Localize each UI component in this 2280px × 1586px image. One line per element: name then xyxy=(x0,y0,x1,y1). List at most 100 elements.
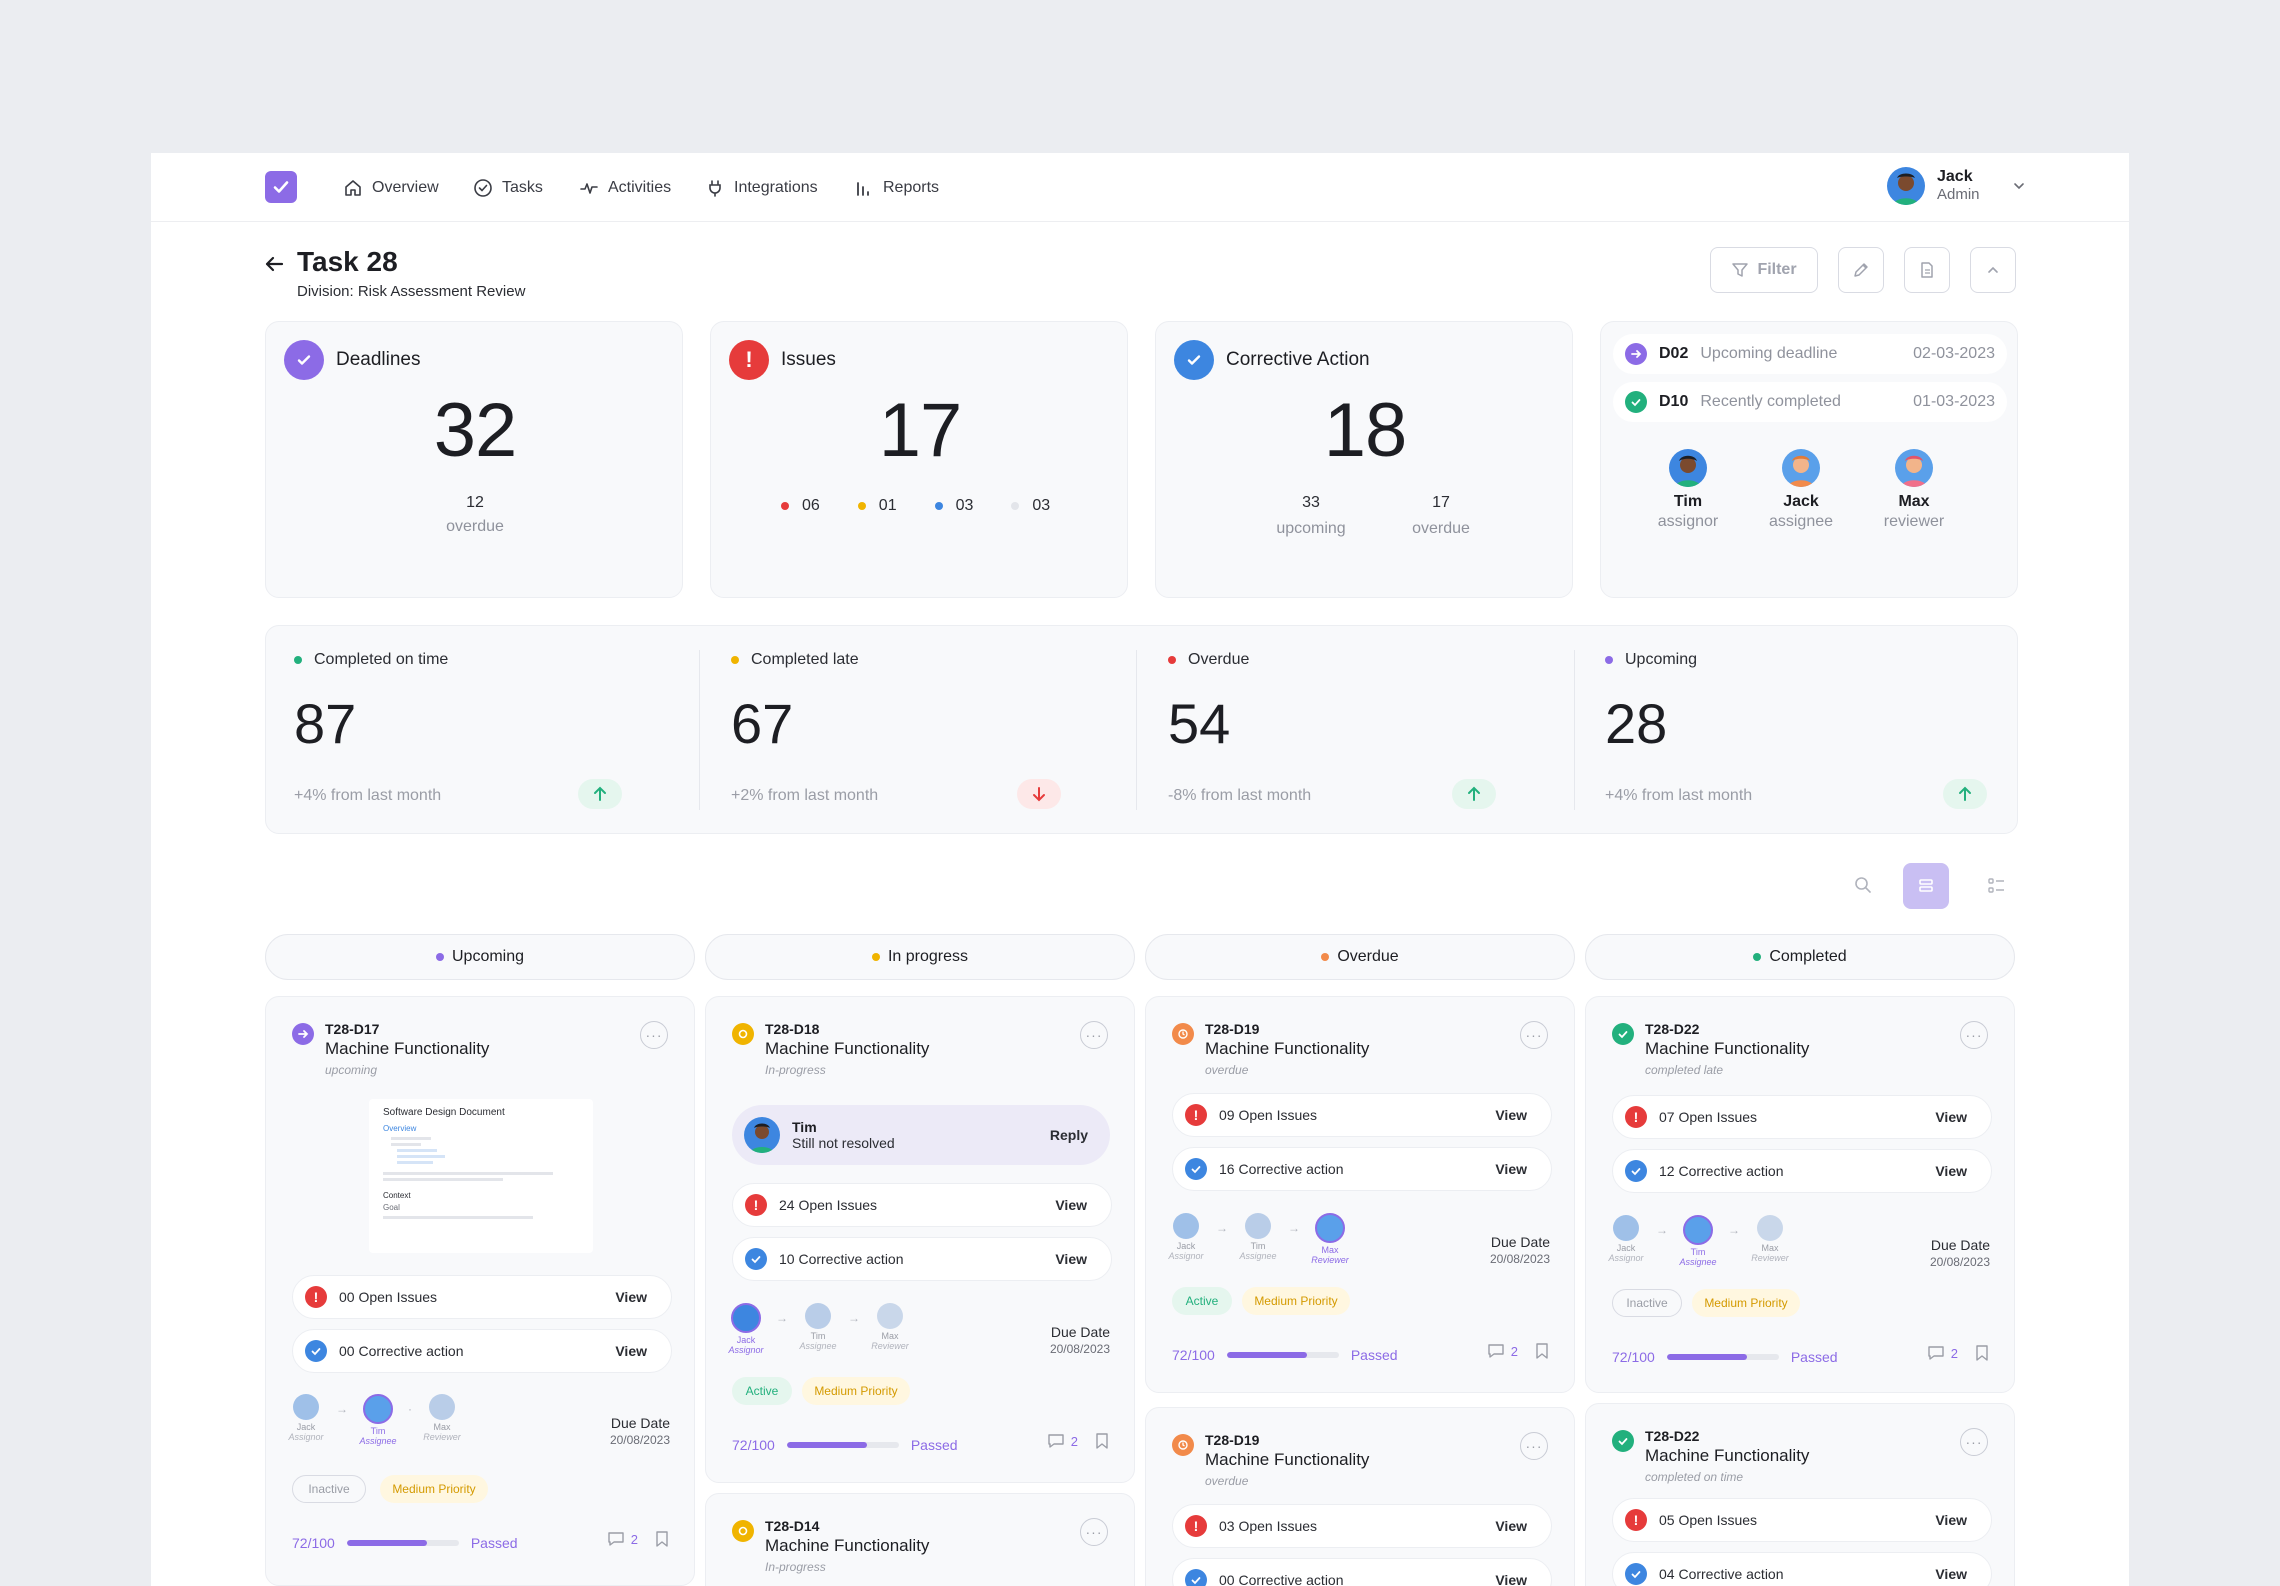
more-options-icon[interactable]: ··· xyxy=(1520,1021,1548,1049)
bookmark-icon[interactable] xyxy=(1534,1342,1550,1360)
view-button[interactable]: View xyxy=(1495,1518,1527,1534)
open-issues-row[interactable]: ! 09 Open Issues View xyxy=(1172,1093,1552,1137)
list-view-icon[interactable] xyxy=(1986,875,2008,897)
comments-button[interactable]: 2 xyxy=(1927,1344,1958,1362)
task-assignee[interactable]: Tim Assignee xyxy=(1236,1213,1280,1261)
task-card[interactable]: T28-D19 Machine Functionality overdue ··… xyxy=(1145,996,1575,1393)
stat-note: +4% from last month xyxy=(294,787,442,804)
person-role: Assignee xyxy=(799,1341,837,1351)
task-reviewer[interactable]: Max Reviewer xyxy=(1308,1213,1352,1265)
recently-completed-row[interactable]: D10 Recently completed 01-03-2023 xyxy=(1613,382,2007,422)
comments-button[interactable]: 2 xyxy=(1047,1432,1078,1450)
task-reviewer[interactable]: Max Reviewer xyxy=(1748,1215,1792,1263)
more-options-icon[interactable]: ··· xyxy=(1080,1518,1108,1546)
task-card[interactable]: T28-D14 Machine Functionality In-progres… xyxy=(705,1493,1135,1586)
nav-overview[interactable]: Overview xyxy=(343,174,439,202)
person-name: Jack xyxy=(1176,1241,1196,1251)
column-header-upcoming[interactable]: Upcoming xyxy=(265,934,695,980)
reply-button[interactable]: Reply xyxy=(1049,1127,1088,1143)
view-button[interactable]: View xyxy=(1935,1109,1967,1125)
person-assignor[interactable]: Tim assignor xyxy=(1653,449,1723,531)
person-reviewer[interactable]: Max reviewer xyxy=(1879,449,1949,531)
task-state: In-progress xyxy=(765,1560,826,1574)
person-assignee[interactable]: Jack assignee xyxy=(1766,449,1836,531)
task-card[interactable]: T28-D18 Machine Functionality In-progres… xyxy=(705,996,1135,1483)
corrective-action-row[interactable]: 10 Corrective action View xyxy=(732,1237,1112,1281)
view-button[interactable]: View xyxy=(615,1343,647,1359)
task-assignor[interactable]: Jack Assignor xyxy=(724,1303,768,1355)
bookmark-icon[interactable] xyxy=(654,1530,670,1548)
alert-icon: ! xyxy=(305,1286,327,1308)
task-assignor[interactable]: Jack Assignor xyxy=(284,1394,328,1442)
bookmark-icon[interactable] xyxy=(1094,1432,1110,1450)
task-assignee[interactable]: Tim Assignee xyxy=(356,1394,400,1446)
view-button[interactable]: View xyxy=(1935,1163,1967,1179)
edit-button[interactable] xyxy=(1838,247,1884,293)
more-options-icon[interactable]: ··· xyxy=(1520,1432,1548,1460)
view-button[interactable]: View xyxy=(615,1289,647,1305)
progress-value: 72/100 xyxy=(1612,1349,1655,1365)
corrective-action-row[interactable]: 00 Corrective action View xyxy=(292,1329,672,1373)
task-assignor[interactable]: Jack Assignor xyxy=(1164,1213,1208,1261)
document-button[interactable] xyxy=(1904,247,1950,293)
back-arrow-icon[interactable] xyxy=(263,253,285,275)
task-assignor[interactable]: Jack Assignor xyxy=(1604,1215,1648,1263)
task-card[interactable]: T28-D22 Machine Functionality completed … xyxy=(1585,1403,2015,1586)
more-options-icon[interactable]: ··· xyxy=(1960,1428,1988,1456)
open-issues-row[interactable]: ! 07 Open Issues View xyxy=(1612,1095,1992,1139)
nav-reports[interactable]: Reports xyxy=(854,174,939,202)
corrective-action-row[interactable]: 12 Corrective action View xyxy=(1612,1149,1992,1193)
nav-tasks[interactable]: Tasks xyxy=(473,174,543,202)
corrective-action-row[interactable]: 16 Corrective action View xyxy=(1172,1147,1552,1191)
more-options-icon[interactable]: ··· xyxy=(1960,1021,1988,1049)
filter-button[interactable]: Filter xyxy=(1710,247,1818,293)
view-button[interactable]: View xyxy=(1935,1566,1967,1582)
comment-bubble[interactable]: Tim Still not resolved Reply xyxy=(732,1105,1110,1165)
app-logo[interactable] xyxy=(265,171,297,203)
open-issues-label: 05 Open Issues xyxy=(1659,1512,1758,1528)
user-menu[interactable]: Jack Admin xyxy=(1887,167,2026,205)
corrective-action-row[interactable]: 00 Corrective action View xyxy=(1172,1558,1552,1586)
view-button[interactable]: View xyxy=(1495,1161,1527,1177)
task-reviewer[interactable]: Max Reviewer xyxy=(420,1394,464,1442)
nav-activities[interactable]: Activities xyxy=(579,174,671,202)
column-header-completed[interactable]: Completed xyxy=(1585,934,2015,980)
task-reviewer[interactable]: Max Reviewer xyxy=(868,1303,912,1351)
view-button[interactable]: View xyxy=(1495,1572,1527,1586)
task-card[interactable]: T28-D19 Machine Functionality overdue ··… xyxy=(1145,1407,1575,1586)
column-header-overdue[interactable]: Overdue xyxy=(1145,934,1575,980)
doc-title: Software Design Document xyxy=(383,1107,505,1118)
comment-count: 2 xyxy=(1510,1343,1518,1359)
board-view-button[interactable] xyxy=(1903,863,1949,909)
task-assignee[interactable]: Tim Assignee xyxy=(1676,1215,1720,1267)
column-header-in-progress[interactable]: In progress xyxy=(705,934,1135,980)
more-options-icon[interactable]: ··· xyxy=(640,1021,668,1049)
corrective-action-row[interactable]: 04 Corrective action View xyxy=(1612,1552,1992,1586)
view-button[interactable]: View xyxy=(1495,1107,1527,1123)
view-button[interactable]: View xyxy=(1935,1512,1967,1528)
task-card[interactable]: T28-D17 Machine Functionality upcoming ·… xyxy=(265,996,695,1586)
status-badge: Active xyxy=(732,1377,792,1405)
nav-integrations[interactable]: Integrations xyxy=(705,174,818,202)
comments-button[interactable]: 2 xyxy=(607,1530,638,1548)
due-value: 20/08/2023 xyxy=(1929,1255,1990,1269)
collapse-button[interactable] xyxy=(1970,247,2016,293)
search-icon[interactable] xyxy=(1853,875,1873,895)
arrow-up-icon xyxy=(1943,779,1987,809)
view-button[interactable]: View xyxy=(1055,1251,1087,1267)
task-card[interactable]: T28-D22 Machine Functionality completed … xyxy=(1585,996,2015,1393)
open-issues-row[interactable]: ! 00 Open Issues View xyxy=(292,1275,672,1319)
document-preview[interactable]: Software Design Document Overview Contex… xyxy=(369,1099,593,1253)
view-button[interactable]: View xyxy=(1055,1197,1087,1213)
task-assignee[interactable]: Tim Assignee xyxy=(796,1303,840,1351)
upcoming-deadline-row[interactable]: D02 Upcoming deadline 02-03-2023 xyxy=(1613,334,2007,374)
more-options-icon[interactable]: ··· xyxy=(1080,1021,1108,1049)
open-issues-row[interactable]: ! 03 Open Issues View xyxy=(1172,1504,1552,1548)
open-issues-row[interactable]: ! 05 Open Issues View xyxy=(1612,1498,1992,1542)
comments-button[interactable]: 2 xyxy=(1487,1342,1518,1360)
person-role: assignor xyxy=(1657,513,1719,530)
bookmark-icon[interactable] xyxy=(1974,1344,1990,1362)
top-nav: Overview Tasks Activities Integrations R… xyxy=(151,153,2129,222)
open-issues-row[interactable]: ! 24 Open Issues View xyxy=(732,1183,1112,1227)
corrective-count: 18 xyxy=(1323,388,1408,473)
